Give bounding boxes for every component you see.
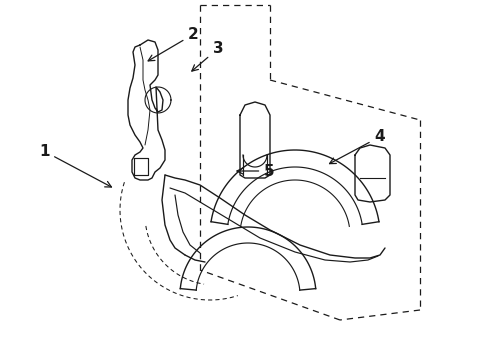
Text: 1: 1 <box>39 144 111 187</box>
Text: 4: 4 <box>330 129 385 164</box>
Text: 5: 5 <box>237 163 275 179</box>
Text: 2: 2 <box>148 27 199 61</box>
Text: 3: 3 <box>192 41 223 71</box>
